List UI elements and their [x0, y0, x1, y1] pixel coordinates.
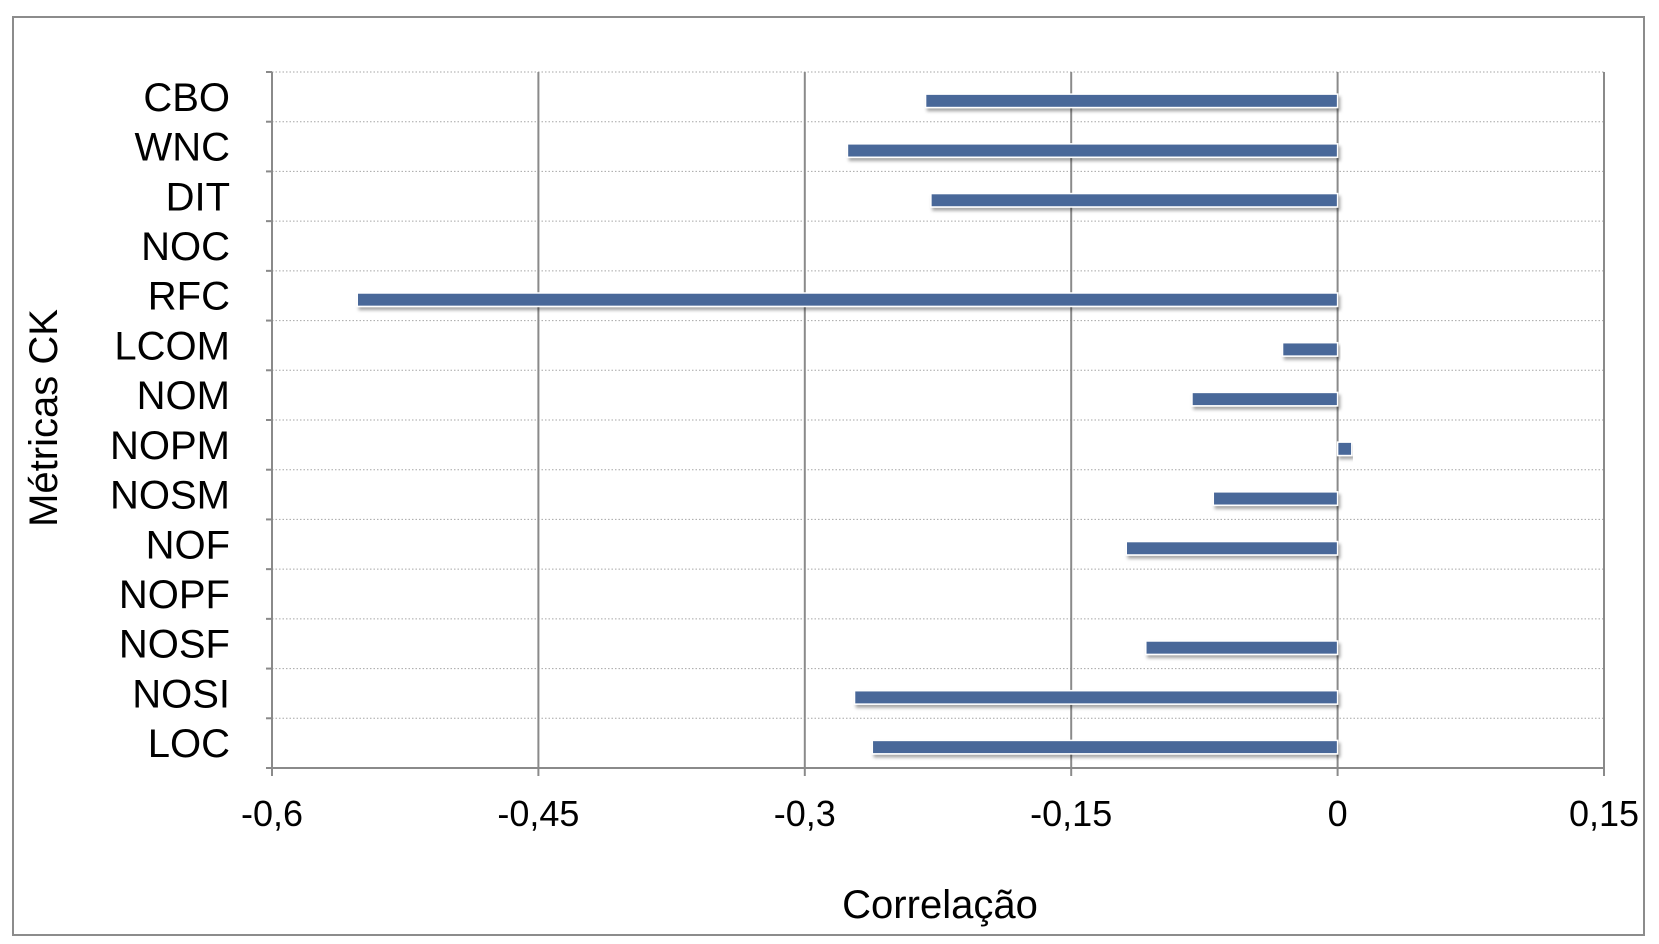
category-label: WNC	[134, 126, 230, 170]
x-tick-label: -0,6	[241, 793, 303, 834]
x-tick-label: -0,3	[774, 793, 836, 834]
category-label: NOM	[137, 374, 230, 418]
category-label: NOPF	[119, 573, 230, 617]
bars-layer	[356, 93, 1353, 755]
category-label: NOPM	[110, 424, 230, 468]
category-label: NOSI	[132, 672, 230, 716]
category-label: DIT	[166, 175, 230, 219]
bar-dit	[930, 192, 1339, 208]
category-label: NOSF	[119, 623, 230, 667]
category-label: LCOM	[114, 324, 230, 368]
y-axis-title: Métricas CK	[22, 309, 66, 527]
bar-loc	[871, 739, 1339, 755]
x-axis-title: Correlação	[842, 883, 1038, 927]
category-label: NOF	[146, 523, 230, 567]
x-tick-label: -0,45	[497, 793, 579, 834]
bar-wnc	[846, 143, 1339, 159]
category-label: NOC	[141, 225, 230, 269]
bar-rfc	[356, 292, 1339, 308]
bar-cbo	[924, 93, 1339, 109]
x-tick-label: 0	[1328, 793, 1348, 834]
category-label: RFC	[148, 275, 230, 319]
x-tick-label: 0,15	[1569, 793, 1639, 834]
axes-layer	[266, 71, 1605, 776]
chart-frame	[12, 16, 1645, 936]
bar-nof	[1125, 540, 1339, 556]
grid-layer	[272, 71, 1605, 769]
bar-nosf	[1145, 640, 1339, 656]
bar-nosi	[853, 689, 1339, 705]
bar-lcom	[1281, 341, 1339, 357]
bar-nopm	[1336, 441, 1353, 457]
bar-nom	[1191, 391, 1339, 407]
x-tick-label: -0,15	[1030, 793, 1112, 834]
category-label: LOC	[148, 722, 230, 766]
labels-layer: CBO WNC DIT NOC RFC LCOM NOM NOPM NOSM NOF NOPF NOS…	[110, 76, 1639, 834]
category-label: NOSM	[110, 474, 230, 518]
bar-nosm	[1212, 491, 1339, 507]
category-label: CBO	[143, 76, 230, 120]
